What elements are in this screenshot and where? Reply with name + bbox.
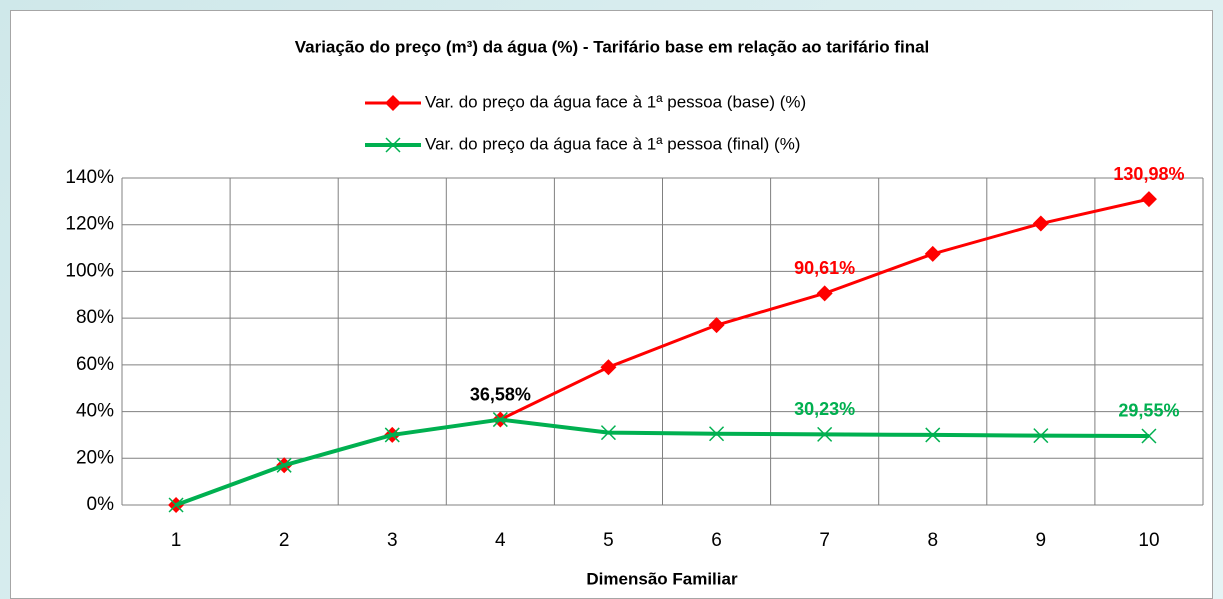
x-tick-label: 10 [1138,530,1159,551]
x-tick-label: 1 [171,530,182,551]
y-tick-label: 80% [76,307,114,328]
y-tick-label: 20% [76,447,114,468]
legend-label: Var. do preço da água face à 1ª pessoa (… [425,134,800,153]
data-label: 29,55% [1118,401,1179,421]
y-tick-label: 120% [65,214,114,235]
data-point [600,425,616,441]
chart-card [10,10,1213,599]
legend-marker [385,137,401,153]
y-tick-label: 40% [76,401,114,422]
x-tick-label: 5 [603,530,614,551]
x-tick-label: 6 [711,530,722,551]
legend-marker [385,95,401,111]
data-label: 36,58% [470,384,531,404]
x-tick-label: 4 [495,530,506,551]
x-tick-label: 7 [819,530,830,551]
data-point [925,427,941,443]
y-tick-label: 60% [76,354,114,375]
data-point [276,457,292,473]
data-point [709,426,725,442]
data-point [708,317,725,334]
data-point [924,245,941,262]
data-point [600,359,617,376]
x-tick-label: 3 [387,530,398,551]
y-tick-label: 140% [65,167,114,188]
data-label: 130,98% [1113,164,1184,184]
data-point [384,427,400,443]
chart-title: Variação do preço (m³) da água (%) - Tar… [295,37,930,56]
data-point [1032,215,1049,232]
legend-label: Var. do preço da água face à 1ª pessoa (… [425,92,806,111]
data-point [492,412,508,428]
x-tick-label: 9 [1036,530,1047,551]
data-point [1141,428,1157,444]
data-point [816,285,833,302]
series-line [175,417,1149,507]
data-point [168,497,184,513]
data-point [817,426,833,442]
x-tick-label: 8 [927,530,938,551]
data-label: 90,61% [794,258,855,278]
data-point [1140,191,1157,208]
y-tick-label: 0% [87,494,115,515]
x-axis-label: Dimensão Familiar [586,569,738,588]
data-point [1033,428,1049,444]
x-tick-label: 2 [279,530,290,551]
data-label: 30,23% [794,399,855,419]
y-tick-label: 100% [65,260,114,281]
